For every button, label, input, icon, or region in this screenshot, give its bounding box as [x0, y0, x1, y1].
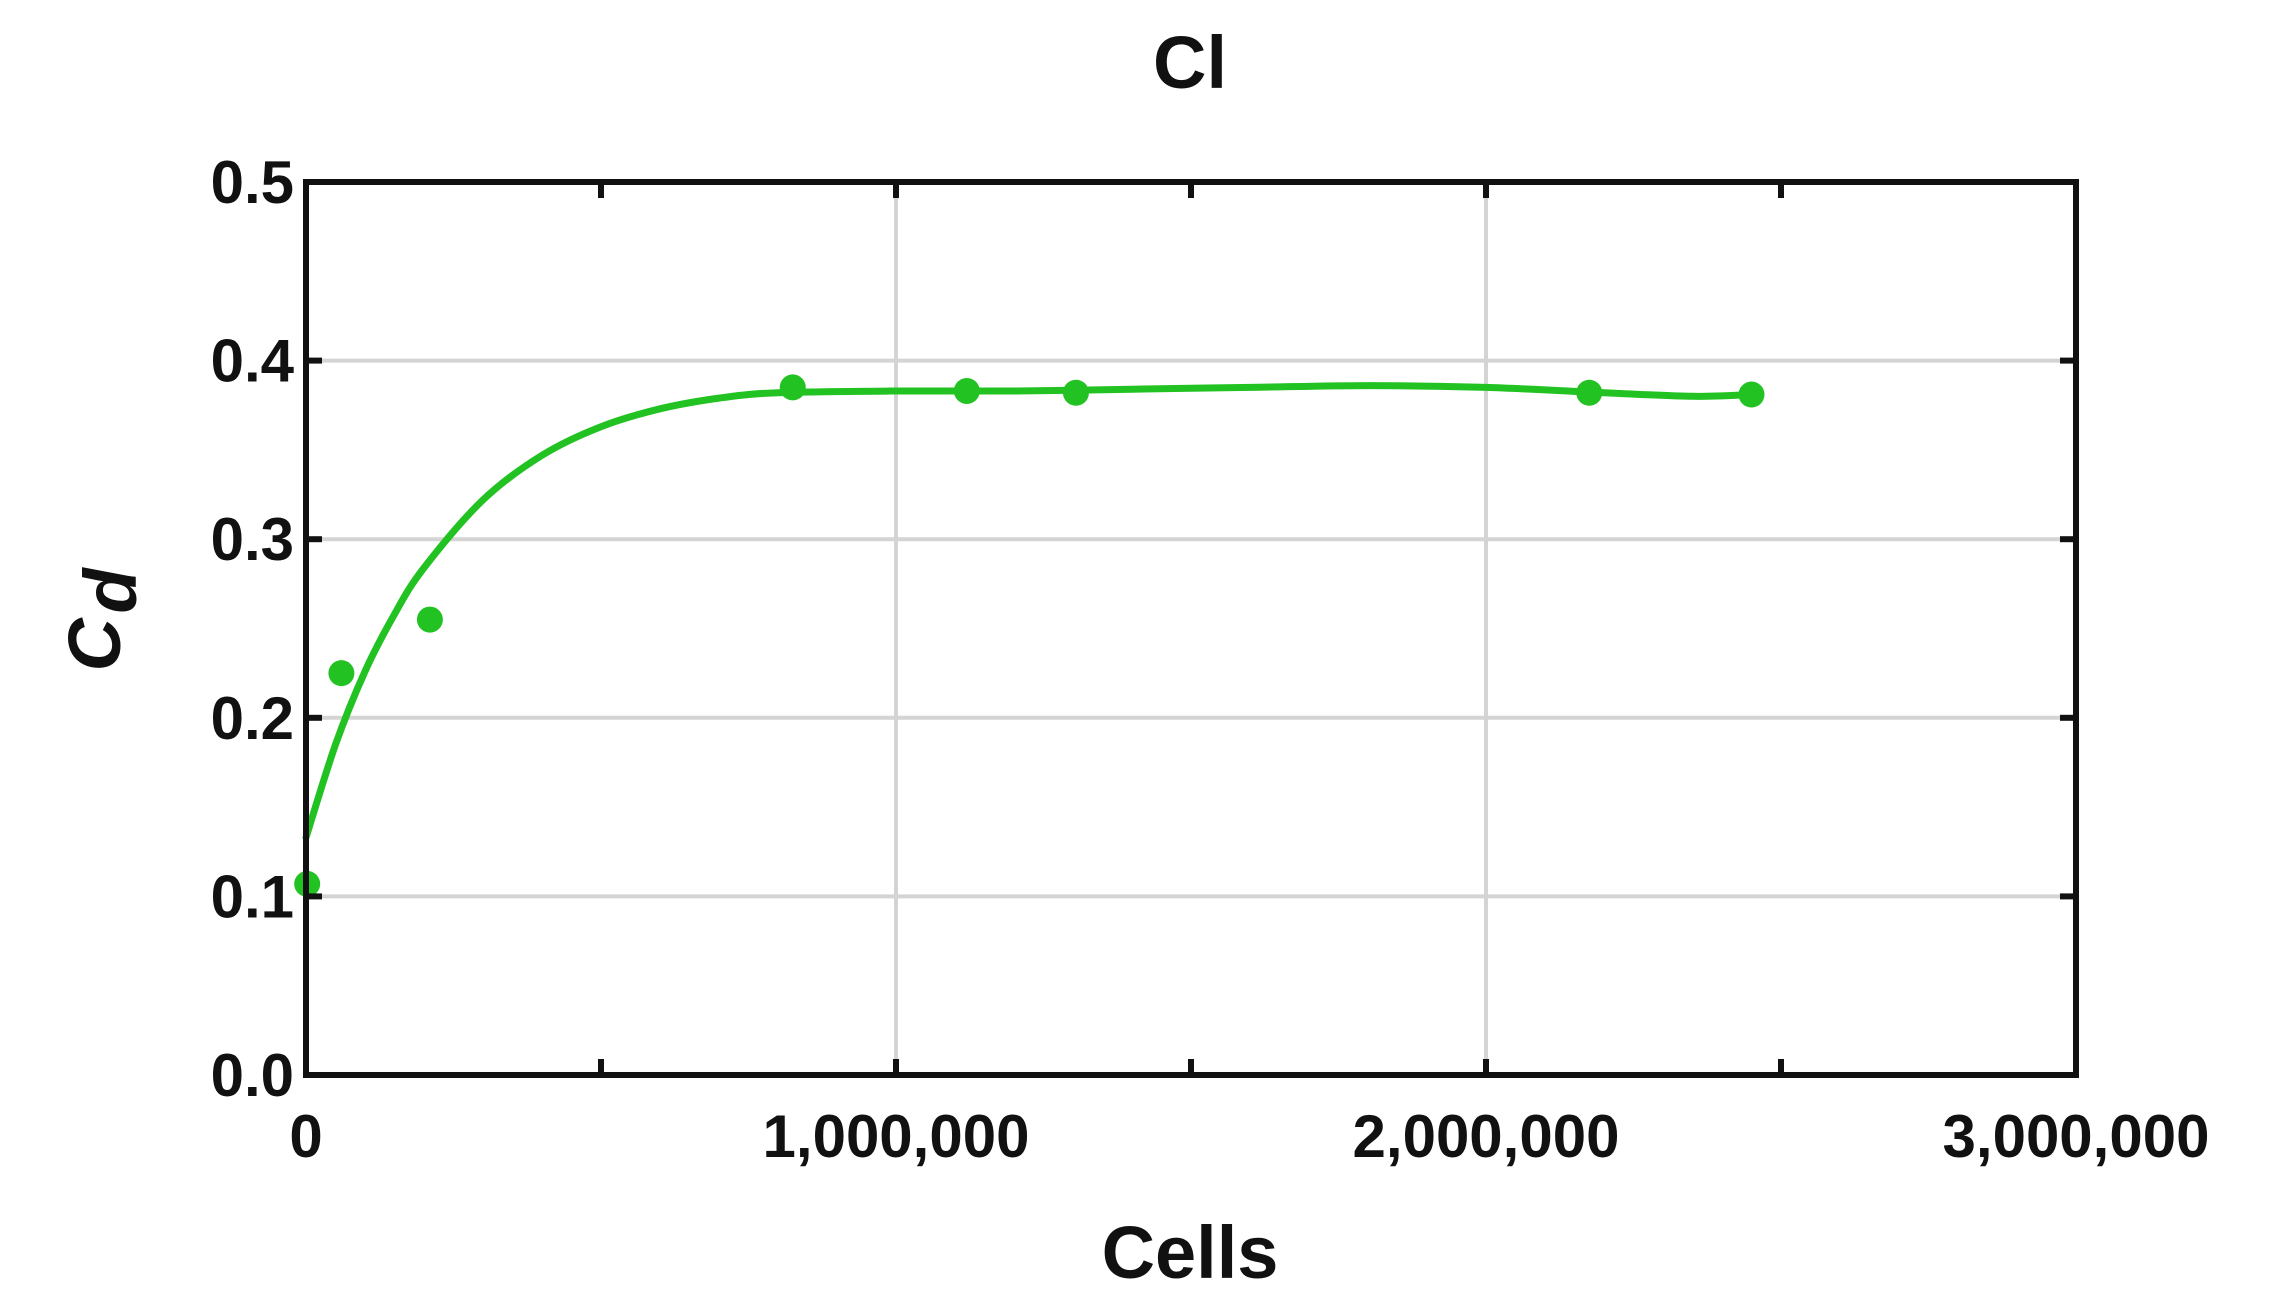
y-tick-label: 0.5: [211, 149, 294, 216]
grid: [306, 182, 2076, 1075]
y-tick-label: 0.0: [211, 1042, 294, 1109]
data-point: [953, 377, 980, 404]
data-points: [294, 374, 1765, 897]
y-axis-label-main: C: [53, 617, 136, 672]
data-point: [1062, 379, 1089, 406]
axis-ticks: [303, 179, 2079, 1078]
x-tick-label: 0: [289, 1103, 322, 1170]
y-tick-label: 0.4: [211, 328, 295, 395]
chart-title: Cl: [1153, 21, 1227, 104]
data-point: [779, 374, 806, 401]
data-point: [1576, 379, 1603, 406]
y-tick-label: 0.3: [211, 506, 294, 573]
y-axis-label-subscript: d: [69, 567, 152, 614]
x-tick-label: 3,000,000: [1943, 1103, 2210, 1170]
data-point: [1738, 381, 1765, 408]
x-tick-label: 2,000,000: [1353, 1103, 1620, 1170]
y-tick-label: 0.1: [211, 863, 294, 930]
y-tick-label: 0.2: [211, 685, 294, 752]
x-tick-labels: 0 1,000,000 2,000,000 3,000,000: [289, 1103, 2209, 1170]
data-point: [416, 606, 443, 633]
y-axis-label: C d: [53, 567, 152, 672]
y-tick-labels: 0.0 0.1 0.2 0.3 0.4 0.5: [211, 149, 295, 1109]
x-axis-label: Cells: [1102, 1211, 1279, 1294]
x-tick-label: 1,000,000: [763, 1103, 1030, 1170]
data-point: [328, 660, 355, 687]
